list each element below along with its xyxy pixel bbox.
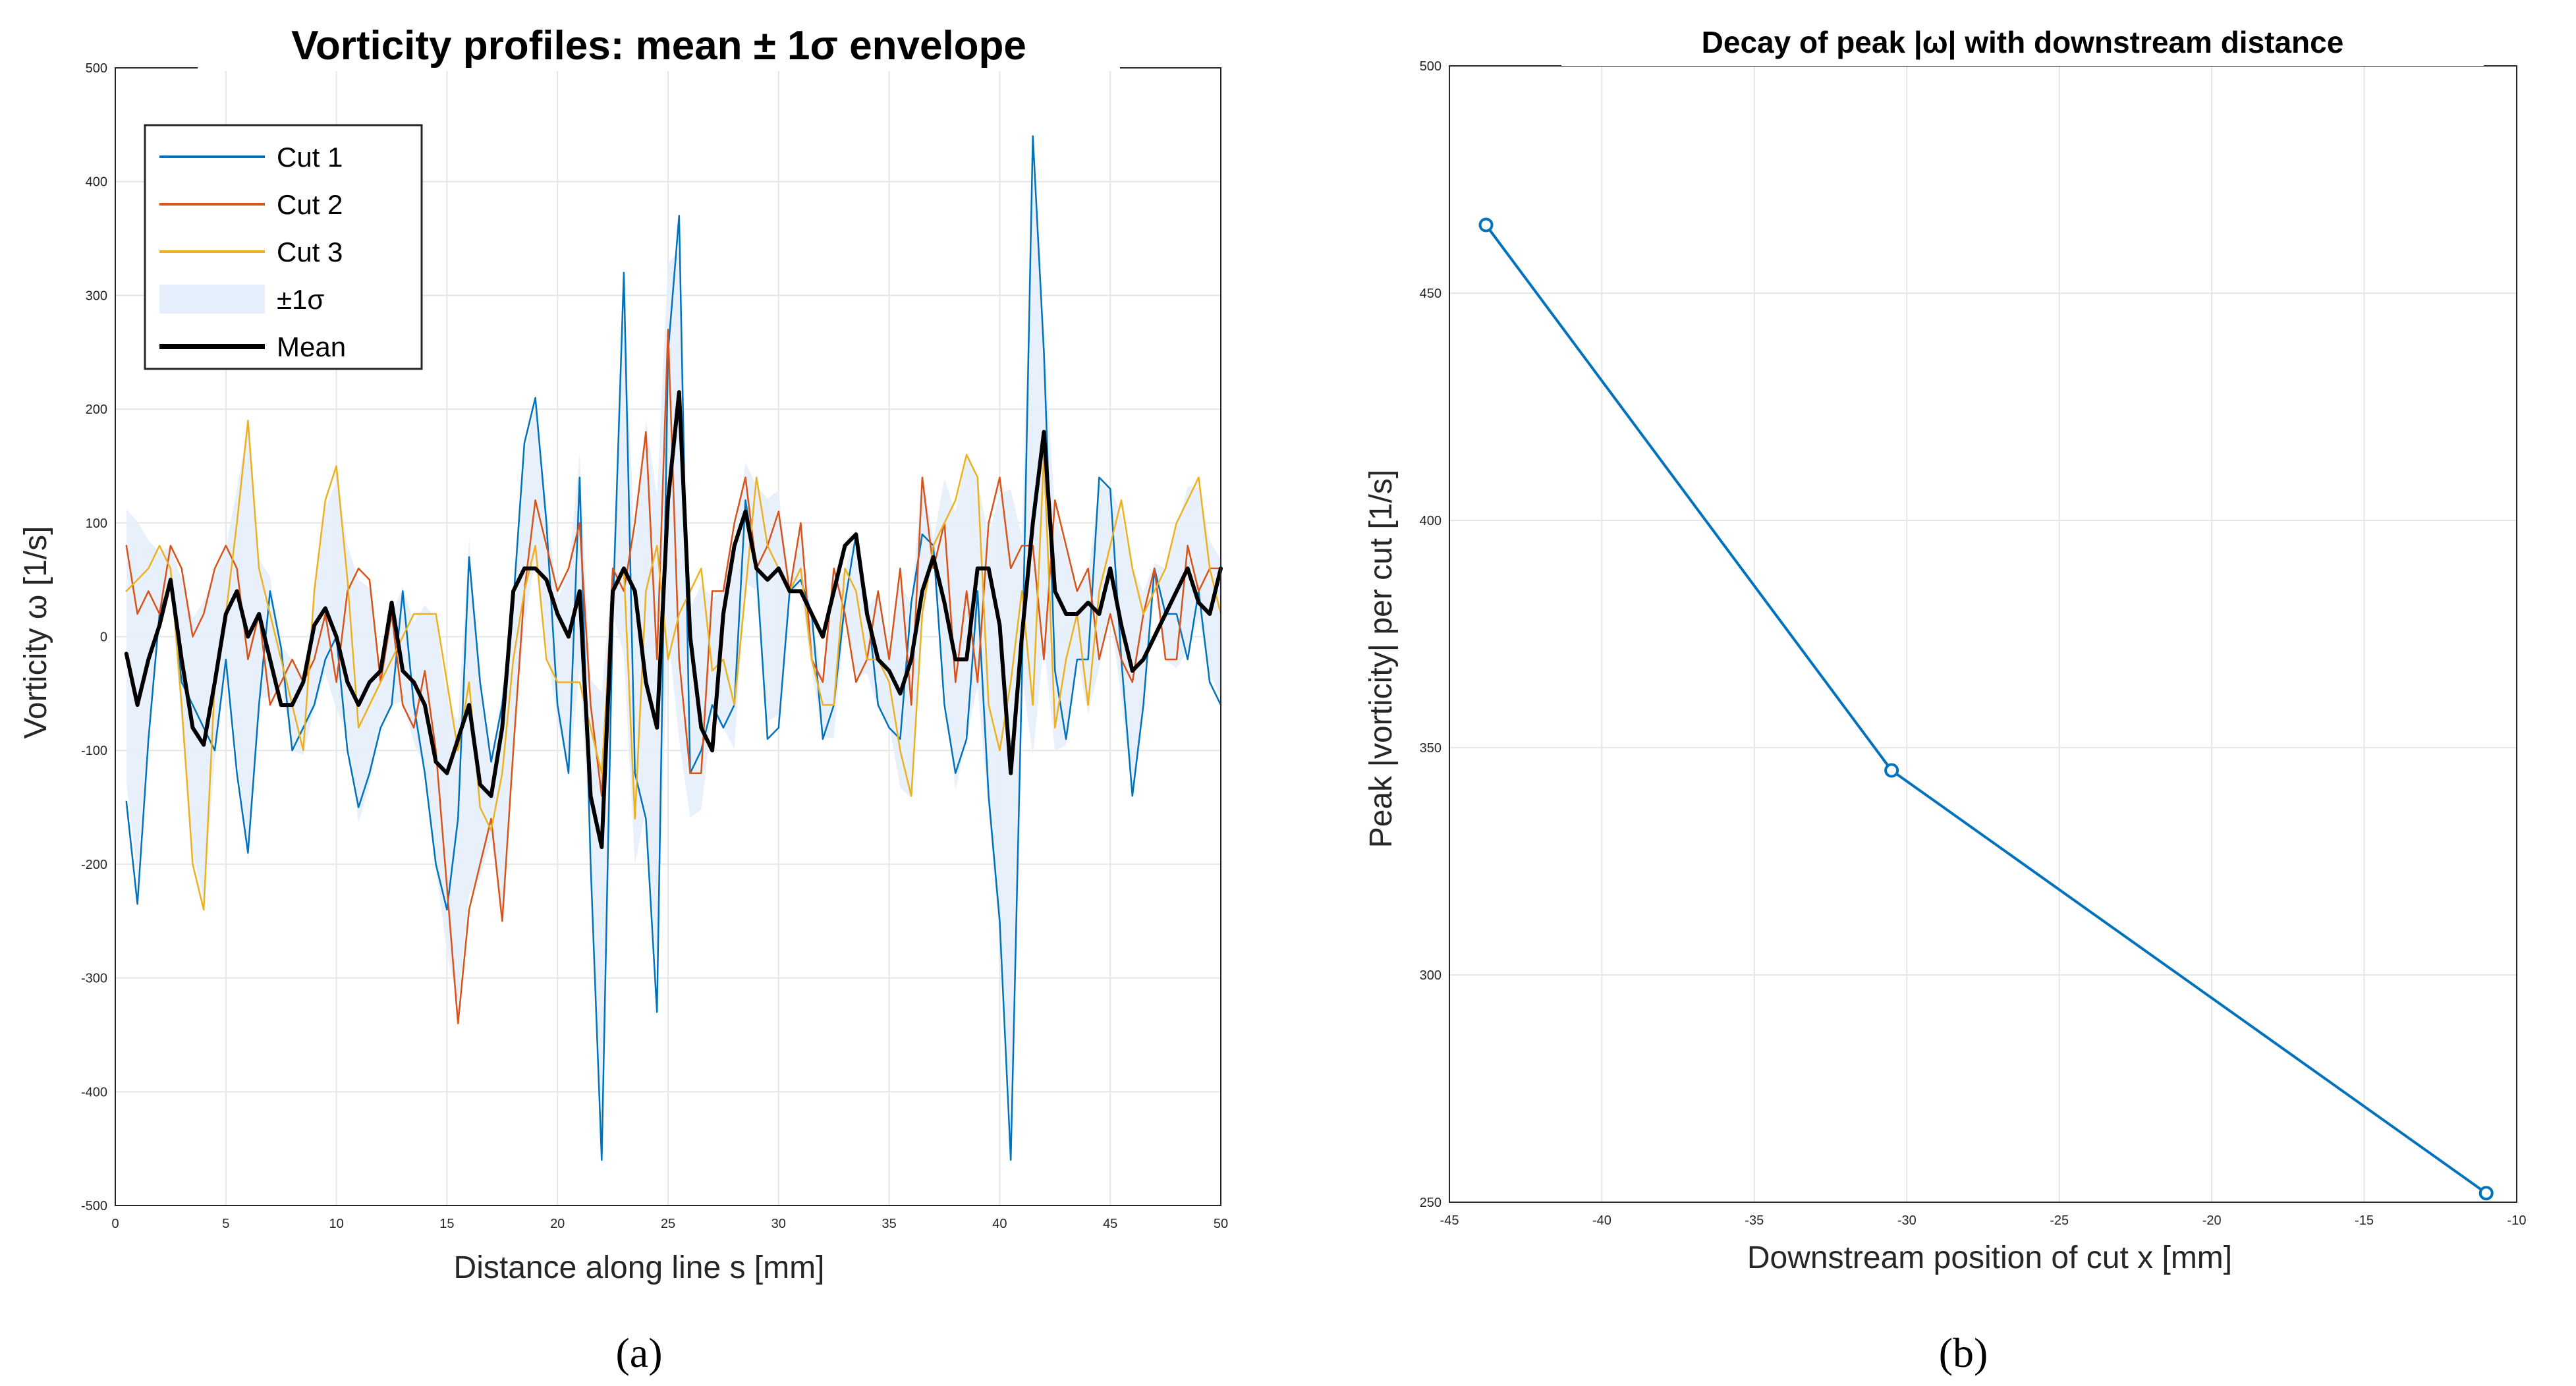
panel-a-xtick-label: 25 bbox=[661, 1217, 675, 1231]
panel-a-ytick-label: -200 bbox=[81, 858, 107, 872]
panel-b: -45 -40 -35 -30 -25 -20 -15 -10 250 300 350 400 450 5… bbox=[1364, 24, 2526, 1376]
panel-a-legend: Cut 1 Cut 2 Cut 3 ±1σ Mean bbox=[144, 124, 423, 370]
panel-b-ytick-label: 400 bbox=[1420, 514, 1442, 528]
panel-a-xtick-label: 0 bbox=[111, 1217, 119, 1231]
panel-b-ytick-label: 250 bbox=[1420, 1196, 1442, 1210]
panel-a-series bbox=[124, 135, 1223, 1161]
panel-a-ytick-label: -300 bbox=[81, 972, 107, 986]
panel-a-ytick-label: -100 bbox=[81, 744, 107, 758]
envelope-band bbox=[126, 169, 1221, 1127]
legend-entry-label: Cut 2 bbox=[277, 189, 343, 220]
panel-a-label: (a) bbox=[615, 1329, 662, 1376]
panel-b-xtick-label: -20 bbox=[2202, 1213, 2222, 1228]
legend-swatch-band bbox=[159, 285, 265, 314]
peak-marker-point bbox=[1478, 217, 1494, 233]
legend-entry-label: Cut 3 bbox=[277, 236, 343, 267]
panel-a-ytick-label: -500 bbox=[81, 1199, 107, 1213]
panel-a-ylabel: Vorticity ω [1/s] bbox=[18, 526, 53, 739]
series-line-cut-1 bbox=[125, 135, 1222, 1161]
panel-a-title-backdrop bbox=[198, 26, 1120, 71]
panel-b-series bbox=[1478, 217, 2494, 1201]
panel-b-title: Decay of peak |ω| with downstream distan… bbox=[1702, 25, 2344, 59]
panel-a-xtick-label: 40 bbox=[992, 1217, 1007, 1231]
panel-a-xtick-label: 15 bbox=[439, 1217, 454, 1231]
panel-a-xtick-label: 30 bbox=[771, 1217, 786, 1231]
panel-b-label: (b) bbox=[1939, 1329, 1988, 1376]
panel-b-ytick-label: 500 bbox=[1420, 59, 1442, 74]
panel-b-ytick-label: 350 bbox=[1420, 741, 1442, 756]
panel-a-xtick-label: 5 bbox=[222, 1217, 229, 1231]
panel-b-xtick-label: -45 bbox=[1440, 1213, 1459, 1228]
panel-b-xtick-label: -10 bbox=[2507, 1213, 2527, 1228]
panel-b-ytick-label: 450 bbox=[1420, 287, 1442, 301]
series-line-cut-3 bbox=[125, 420, 1222, 911]
panel-a-ytick-label: 300 bbox=[86, 289, 107, 303]
panel-a-xtick-label: 50 bbox=[1214, 1217, 1228, 1231]
panel-a-tick-labels: 0 5 10 15 20 25 30 35 40 45 50 -500 -400 -300 -200 -100… bbox=[81, 61, 1228, 1231]
panel-b-axes-background bbox=[1449, 66, 2517, 1202]
panel-a-ytick-label: 200 bbox=[86, 402, 107, 417]
panel-a-envelope bbox=[126, 169, 1221, 1127]
legend-box bbox=[144, 124, 423, 370]
panel-a-ytick-label: 100 bbox=[86, 516, 107, 531]
series-line-mean bbox=[124, 390, 1223, 849]
panel-b-tick-labels: -45 -40 -35 -30 -25 -20 -15 -10 250 300 350 400 450 5… bbox=[1420, 59, 2527, 1228]
panel-a-xtick-label: 45 bbox=[1103, 1217, 1117, 1231]
panel-a-xtick-label: 20 bbox=[550, 1217, 565, 1231]
panel-a-ytick-label: 500 bbox=[86, 61, 107, 76]
panel-b-title-backdrop bbox=[1561, 24, 2484, 66]
panel-b-xtick-label: -40 bbox=[1592, 1213, 1611, 1228]
panel-b-ylabel: Peak |vorticity| per cut [1/s] bbox=[1364, 470, 1399, 848]
panel-a-ytick-label: 0 bbox=[100, 630, 107, 645]
panel-b-xtick-label: -30 bbox=[1897, 1213, 1917, 1228]
legend-entry-label: Cut 1 bbox=[277, 142, 343, 173]
panel-b-xtick-label: -15 bbox=[2355, 1213, 2374, 1228]
panel-a-ytick-label: -400 bbox=[81, 1085, 107, 1099]
panel-b-xtick-label: -25 bbox=[2050, 1213, 2069, 1228]
panel-a-xlabel: Distance along line s [mm] bbox=[454, 1250, 825, 1285]
panel-a-xtick-label: 35 bbox=[882, 1217, 896, 1231]
panel-b-xtick-label: -35 bbox=[1745, 1213, 1764, 1228]
panel-a-ytick-label: 400 bbox=[86, 175, 107, 190]
legend-entry-label: Mean bbox=[277, 331, 346, 362]
peak-marker-point bbox=[2478, 1186, 2494, 1201]
panel-b-ytick-label: 300 bbox=[1420, 968, 1442, 983]
legend-entry-label: ±1σ bbox=[277, 284, 324, 315]
panel-a-title: Vorticity profiles: mean ± 1σ envelope bbox=[291, 23, 1026, 69]
panel-a: 0 5 10 15 20 25 30 35 40 45 50 -500 -400 -300 -200 -100… bbox=[18, 23, 1228, 1376]
peak-marker-point bbox=[1884, 763, 1899, 778]
panel-a-xtick-label: 10 bbox=[329, 1217, 343, 1231]
panel-b-xlabel: Downstream position of cut x [mm] bbox=[1747, 1240, 2232, 1275]
